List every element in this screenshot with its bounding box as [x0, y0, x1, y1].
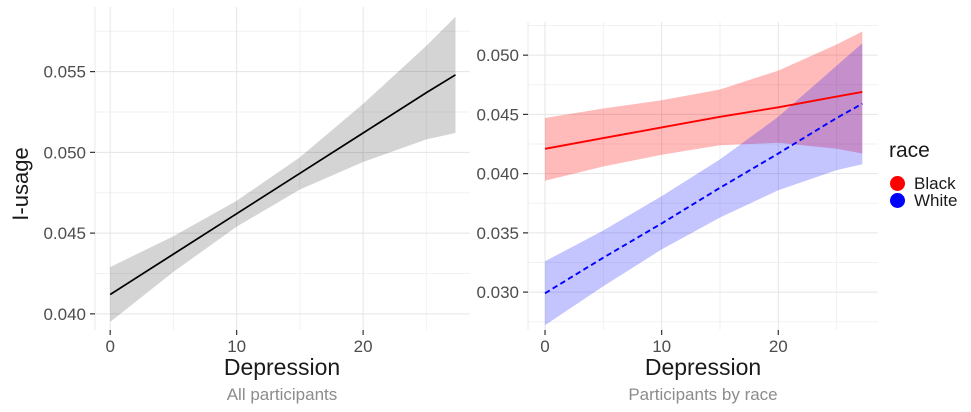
y-tick-label: 0.045: [476, 105, 519, 124]
confidence-band-all-participants: [110, 16, 456, 322]
y-tick-label: 0.035: [476, 224, 519, 243]
x-tick-label: 20: [354, 337, 373, 356]
y-tick-label: 0.050: [43, 143, 86, 162]
y-tick-label: 0.040: [43, 305, 86, 324]
trend-line-black: [544, 90, 863, 150]
x-tick-label: 20: [769, 337, 788, 356]
trend-line-all-participants: [109, 74, 456, 296]
legend-item-white: White: [889, 192, 971, 209]
legend-label-black: Black: [914, 174, 956, 193]
y-tick-label: 0.045: [43, 224, 86, 243]
legend-item-black: Black: [889, 175, 971, 192]
x-axis-title-left: Depression: [223, 354, 341, 380]
legend-title: race: [889, 139, 930, 162]
y-tick-label: 0.055: [43, 63, 86, 82]
x-tick-label: 10: [227, 337, 246, 356]
y-axis-title-left: I-usage: [8, 147, 33, 221]
legend-dot-black-icon: [890, 176, 905, 191]
confidence-band-white: [545, 43, 863, 326]
legend-label-white: White: [914, 191, 958, 210]
legend-race: race Black White: [889, 139, 971, 209]
y-tick-label: 0.040: [476, 165, 519, 184]
y-tick-label: 0.030: [476, 283, 519, 302]
caption-left: All participants: [226, 385, 338, 404]
x-tick-label: 10: [652, 337, 671, 356]
y-tick-label: 0.050: [476, 46, 519, 65]
x-axis-title-right: Depression: [644, 354, 762, 380]
caption-right: Participants by race: [628, 385, 778, 404]
legend-dot-white-icon: [890, 193, 905, 208]
confidence-band-black: [545, 31, 863, 181]
trend-line-white: [544, 102, 863, 295]
x-tick-label: 0: [540, 337, 549, 356]
x-tick-label: 0: [105, 337, 114, 356]
